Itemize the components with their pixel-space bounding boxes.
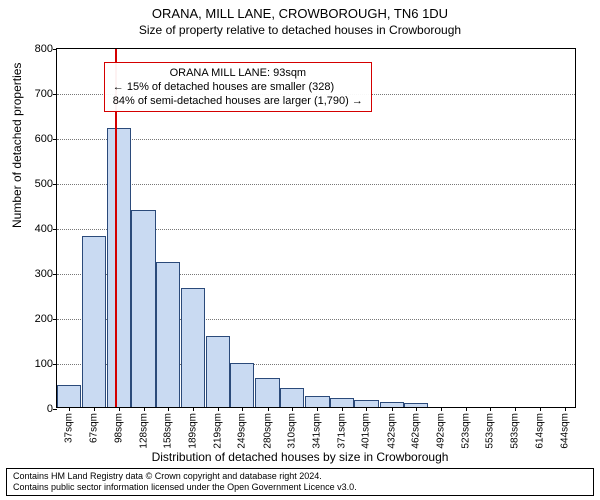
y-axis-label: Number of detached properties	[10, 63, 24, 228]
histogram-bar	[255, 378, 279, 407]
histogram-bar	[280, 388, 304, 407]
x-tick-label: 280sqm	[262, 413, 273, 449]
histogram-bar	[107, 128, 131, 407]
footer-line-2: Contains public sector information licen…	[13, 482, 587, 493]
x-tick-mark	[94, 407, 95, 411]
x-tick-label: 614sqm	[535, 413, 546, 449]
histogram-bar	[230, 363, 254, 407]
y-tick-mark	[53, 184, 57, 185]
histogram-bar	[131, 210, 155, 407]
chart-container: ORANA, MILL LANE, CROWBOROUGH, TN6 1DU S…	[0, 0, 600, 500]
x-tick-mark	[268, 407, 269, 411]
x-tick-mark	[193, 407, 194, 411]
x-tick-mark	[242, 407, 243, 411]
histogram-bar	[354, 400, 378, 407]
y-tick-mark	[53, 409, 57, 410]
histogram-bar	[330, 398, 354, 407]
x-tick-mark	[366, 407, 367, 411]
x-tick-label: 644sqm	[559, 413, 570, 449]
chart-subtitle: Size of property relative to detached ho…	[0, 21, 600, 37]
x-tick-label: 189sqm	[188, 413, 199, 449]
histogram-bar	[82, 236, 106, 407]
x-tick-label: 310sqm	[287, 413, 298, 449]
x-tick-label: 341sqm	[312, 413, 323, 449]
x-tick-label: 583sqm	[509, 413, 520, 449]
x-tick-label: 401sqm	[361, 413, 372, 449]
x-tick-label: 98sqm	[114, 413, 125, 443]
x-tick-mark	[540, 407, 541, 411]
histogram-bar	[206, 336, 230, 407]
x-tick-label: 523sqm	[460, 413, 471, 449]
chart-title: ORANA, MILL LANE, CROWBOROUGH, TN6 1DU	[0, 0, 600, 21]
x-tick-mark	[416, 407, 417, 411]
x-tick-mark	[144, 407, 145, 411]
x-tick-label: 249sqm	[237, 413, 248, 449]
x-axis-label: Distribution of detached houses by size …	[0, 450, 600, 464]
footer-box: Contains HM Land Registry data © Crown c…	[6, 468, 594, 497]
y-tick-mark	[53, 229, 57, 230]
x-tick-label: 371sqm	[336, 413, 347, 449]
annotation-box: ORANA MILL LANE: 93sqm← 15% of detached …	[104, 62, 372, 113]
y-tick-mark	[53, 49, 57, 50]
x-tick-mark	[490, 407, 491, 411]
histogram-bar	[57, 385, 81, 407]
y-tick-mark	[53, 274, 57, 275]
x-tick-mark	[342, 407, 343, 411]
histogram-bar	[181, 288, 205, 407]
x-tick-mark	[441, 407, 442, 411]
x-tick-label: 37sqm	[64, 413, 75, 443]
gridline	[57, 184, 575, 185]
x-tick-mark	[565, 407, 566, 411]
x-tick-label: 67sqm	[88, 413, 99, 443]
annotation-line: 84% of semi-detached houses are larger (…	[113, 94, 363, 108]
x-tick-mark	[466, 407, 467, 411]
plot-area: 010020030040050060070080037sqm67sqm98sqm…	[56, 48, 576, 408]
x-tick-mark	[292, 407, 293, 411]
y-tick-mark	[53, 139, 57, 140]
x-tick-label: 219sqm	[212, 413, 223, 449]
annotation-line: ← 15% of detached houses are smaller (32…	[113, 80, 363, 94]
x-tick-mark	[218, 407, 219, 411]
gridline	[57, 139, 575, 140]
x-tick-mark	[392, 407, 393, 411]
x-tick-label: 432sqm	[386, 413, 397, 449]
footer-line-1: Contains HM Land Registry data © Crown c…	[13, 471, 587, 482]
x-tick-label: 128sqm	[138, 413, 149, 449]
x-tick-mark	[515, 407, 516, 411]
histogram-bar	[156, 262, 180, 407]
x-tick-mark	[69, 407, 70, 411]
y-tick-mark	[53, 319, 57, 320]
x-tick-mark	[119, 407, 120, 411]
x-tick-label: 553sqm	[485, 413, 496, 449]
x-tick-label: 158sqm	[163, 413, 174, 449]
y-tick-mark	[53, 364, 57, 365]
histogram-bar	[305, 396, 329, 407]
y-tick-mark	[53, 94, 57, 95]
annotation-line: ORANA MILL LANE: 93sqm	[113, 66, 363, 80]
x-tick-mark	[168, 407, 169, 411]
x-tick-label: 492sqm	[435, 413, 446, 449]
x-tick-label: 462sqm	[411, 413, 422, 449]
plot-outer: 010020030040050060070080037sqm67sqm98sqm…	[56, 48, 576, 408]
x-tick-mark	[317, 407, 318, 411]
